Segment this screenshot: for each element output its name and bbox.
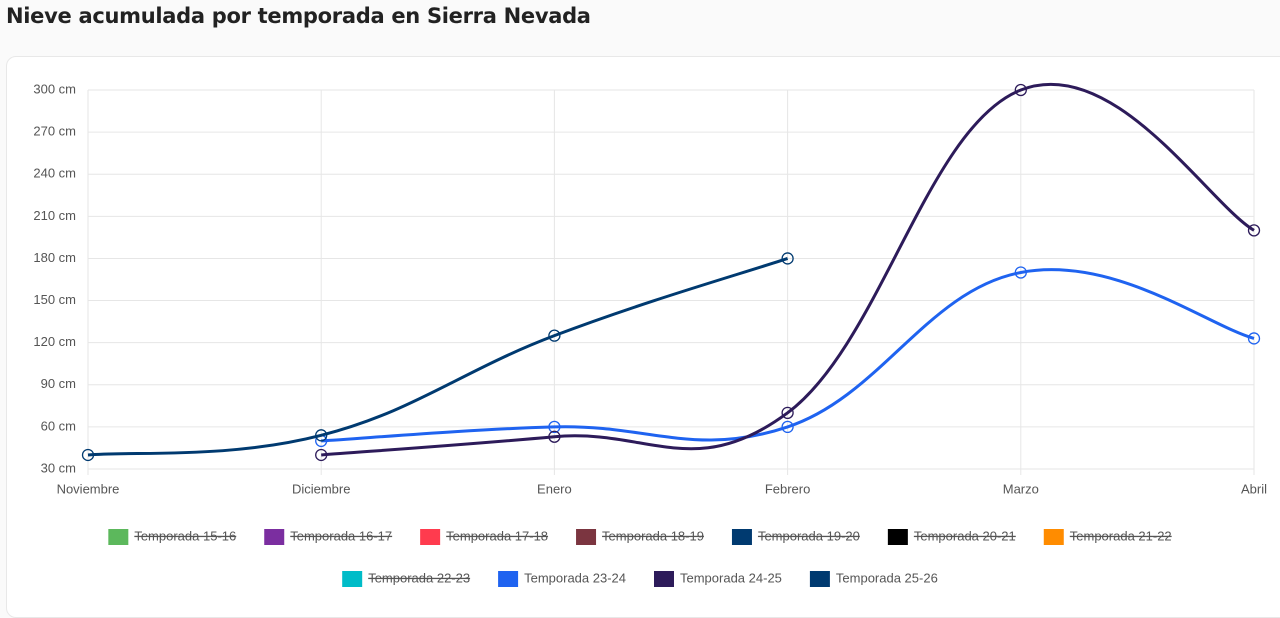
chart-card <box>6 56 1280 618</box>
legend-swatch[interactable] <box>576 529 597 545</box>
legend-label[interactable]: Temporada 25-26 <box>836 570 938 585</box>
data-point <box>781 406 794 420</box>
data-point <box>781 252 794 265</box>
x-tick-label: Noviembre <box>57 481 120 496</box>
x-tick-label: Abril <box>1241 481 1267 496</box>
legend-swatch[interactable] <box>342 571 363 587</box>
data-point <box>315 448 328 462</box>
legend-label[interactable]: Temporada 18-19 <box>602 528 704 543</box>
data-point <box>1014 266 1027 279</box>
data-point <box>548 329 561 342</box>
legend-swatch[interactable] <box>887 529 908 545</box>
y-tick-label: 270 cm <box>33 124 76 139</box>
legend-label[interactable]: Temporada 19-20 <box>758 528 860 543</box>
data-point <box>81 448 95 462</box>
y-tick-label: 120 cm <box>33 334 76 349</box>
chart-title: Nieve acumulada por temporada en Sierra … <box>6 4 591 28</box>
series-line <box>321 82 1255 457</box>
y-tick-label: 180 cm <box>33 250 76 265</box>
legend-swatch[interactable] <box>498 571 519 587</box>
chart: 30 cm 60 cm 90 cm 120 cm 150 cm 180 cm 210 cm 2… <box>33 81 1267 587</box>
data-point <box>315 429 328 442</box>
legend-label[interactable]: Temporada 21-22 <box>1070 528 1172 543</box>
legend-label[interactable]: Temporada 15-16 <box>134 528 236 543</box>
y-tick-label: 210 cm <box>33 208 76 223</box>
legend-label[interactable]: Temporada 17-18 <box>446 528 548 543</box>
x-tick-label: Febrero <box>765 481 811 496</box>
legend-swatch[interactable] <box>264 529 285 545</box>
legend-label[interactable]: Temporada 16-17 <box>290 528 392 543</box>
legend-label[interactable]: Temporada 22-23 <box>368 570 470 585</box>
legend-swatch[interactable] <box>1043 529 1064 545</box>
y-tick-label: 60 cm <box>41 418 76 433</box>
y-tick-label: 240 cm <box>33 166 76 181</box>
series-line <box>87 257 789 457</box>
y-tick-label: 90 cm <box>41 376 76 391</box>
data-point <box>781 420 794 434</box>
data-point <box>548 430 561 443</box>
series-line <box>321 268 1255 443</box>
legend-label[interactable]: Temporada 20-21 <box>914 528 1016 543</box>
legend-swatch[interactable] <box>731 529 752 545</box>
x-tick-label: Marzo <box>1003 481 1039 496</box>
y-tick-label: 300 cm <box>33 81 76 96</box>
data-point <box>1014 83 1027 97</box>
legend-swatch[interactable] <box>420 529 441 545</box>
data-point <box>1247 224 1261 237</box>
legend-label[interactable]: Temporada 23-24 <box>524 570 626 585</box>
data-point <box>1247 332 1261 345</box>
legend-swatch[interactable] <box>654 571 674 587</box>
legend-swatch[interactable] <box>809 571 830 587</box>
y-tick-label: 150 cm <box>33 292 76 307</box>
x-tick-label: Enero <box>537 481 572 496</box>
legend-swatch[interactable] <box>108 529 129 545</box>
page: Nieve acumulada por temporada en Sierra … <box>6 4 1280 618</box>
y-tick-label: 30 cm <box>41 460 76 475</box>
data-point <box>548 420 561 434</box>
x-tick-label: Diciembre <box>292 481 351 496</box>
legend-label[interactable]: Temporada 24-25 <box>680 570 782 585</box>
